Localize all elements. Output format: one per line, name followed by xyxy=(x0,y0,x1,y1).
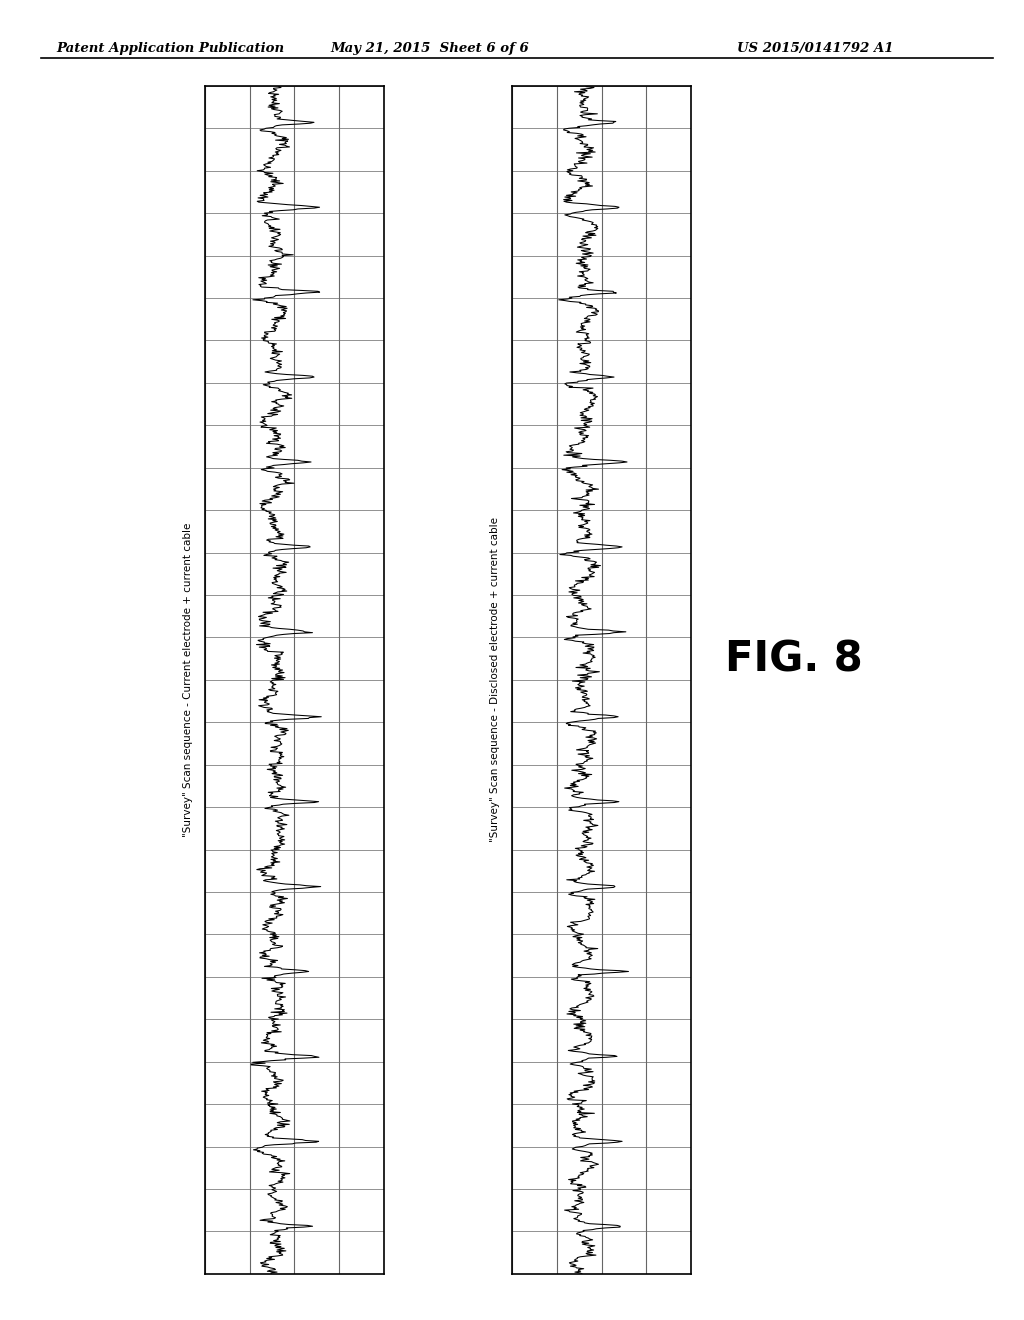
Text: US 2015/0141792 A1: US 2015/0141792 A1 xyxy=(737,42,894,55)
Text: FIG. 8: FIG. 8 xyxy=(725,639,862,681)
Text: "Survey" Scan sequence - Current electrode + current cable: "Survey" Scan sequence - Current electro… xyxy=(182,523,193,837)
Text: Patent Application Publication: Patent Application Publication xyxy=(56,42,285,55)
Text: "Survey" Scan sequence - Disclosed electrode + current cable: "Survey" Scan sequence - Disclosed elect… xyxy=(489,517,500,842)
Text: May 21, 2015  Sheet 6 of 6: May 21, 2015 Sheet 6 of 6 xyxy=(331,42,529,55)
